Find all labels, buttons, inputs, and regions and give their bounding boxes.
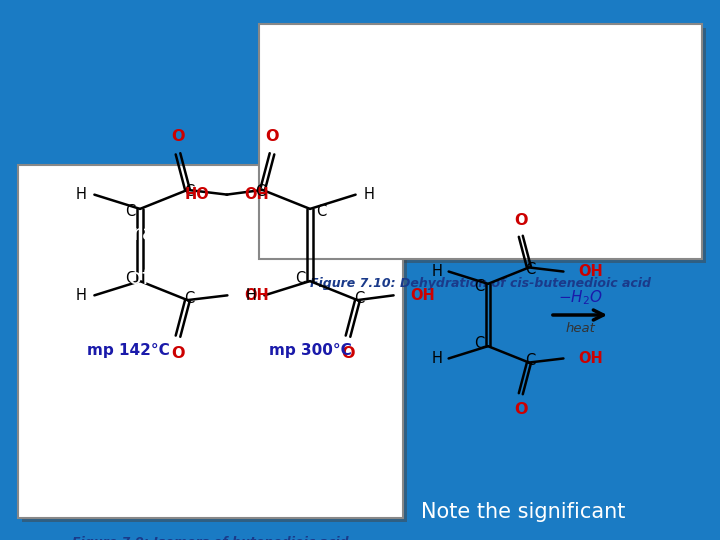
Text: OH: OH	[410, 288, 436, 303]
Text: OH: OH	[245, 288, 269, 303]
Text: H: H	[246, 288, 257, 303]
Text: H: H	[76, 288, 87, 303]
Text: C: C	[526, 261, 536, 276]
Text: C: C	[184, 291, 194, 306]
Text: C: C	[184, 184, 194, 199]
Bar	[264, 28, 706, 263]
Text: OH: OH	[578, 264, 603, 279]
Text: C: C	[474, 336, 484, 351]
Text: heat: heat	[565, 321, 595, 334]
Text: C: C	[354, 291, 364, 306]
Text: mp 300°C: mp 300°C	[269, 342, 351, 357]
Text: Can you draw the: Can you draw the	[20, 224, 217, 244]
Text: OH: OH	[245, 187, 269, 202]
Text: O: O	[341, 346, 355, 361]
Text: OH: OH	[578, 351, 603, 366]
Text: O: O	[514, 213, 528, 228]
Text: mp 142°C: mp 142°C	[86, 342, 169, 357]
Text: HO: HO	[184, 187, 210, 202]
Text: C: C	[256, 184, 266, 199]
Bar	[259, 24, 702, 259]
Text: C: C	[526, 353, 536, 368]
Text: C: C	[125, 271, 135, 286]
Text: O: O	[265, 129, 279, 144]
Text: product?: product?	[20, 312, 117, 332]
Text: C: C	[295, 271, 305, 286]
Text: C: C	[315, 204, 326, 219]
Text: C: C	[474, 279, 484, 294]
Text: Figure 7.10: Dehydration of cis-butenedioic acid: Figure 7.10: Dehydration of cis-butenedi…	[310, 277, 651, 290]
Text: H: H	[431, 351, 442, 366]
Text: H: H	[363, 187, 374, 202]
Bar	[22, 168, 408, 522]
Text: O: O	[171, 346, 185, 361]
Text: Figure 7.9: Isomers of butenedioic acid: Figure 7.9: Isomers of butenedioic acid	[72, 536, 349, 540]
Bar	[18, 165, 403, 518]
Text: C: C	[125, 204, 135, 219]
Text: O: O	[514, 402, 528, 417]
Text: $-H_2O$: $-H_2O$	[557, 289, 603, 307]
Text: structure of the: structure of the	[20, 268, 194, 288]
Text: Note the significant: Note the significant	[421, 502, 626, 522]
Text: H: H	[76, 187, 87, 202]
Text: H: H	[431, 264, 442, 279]
Text: O: O	[171, 129, 185, 144]
